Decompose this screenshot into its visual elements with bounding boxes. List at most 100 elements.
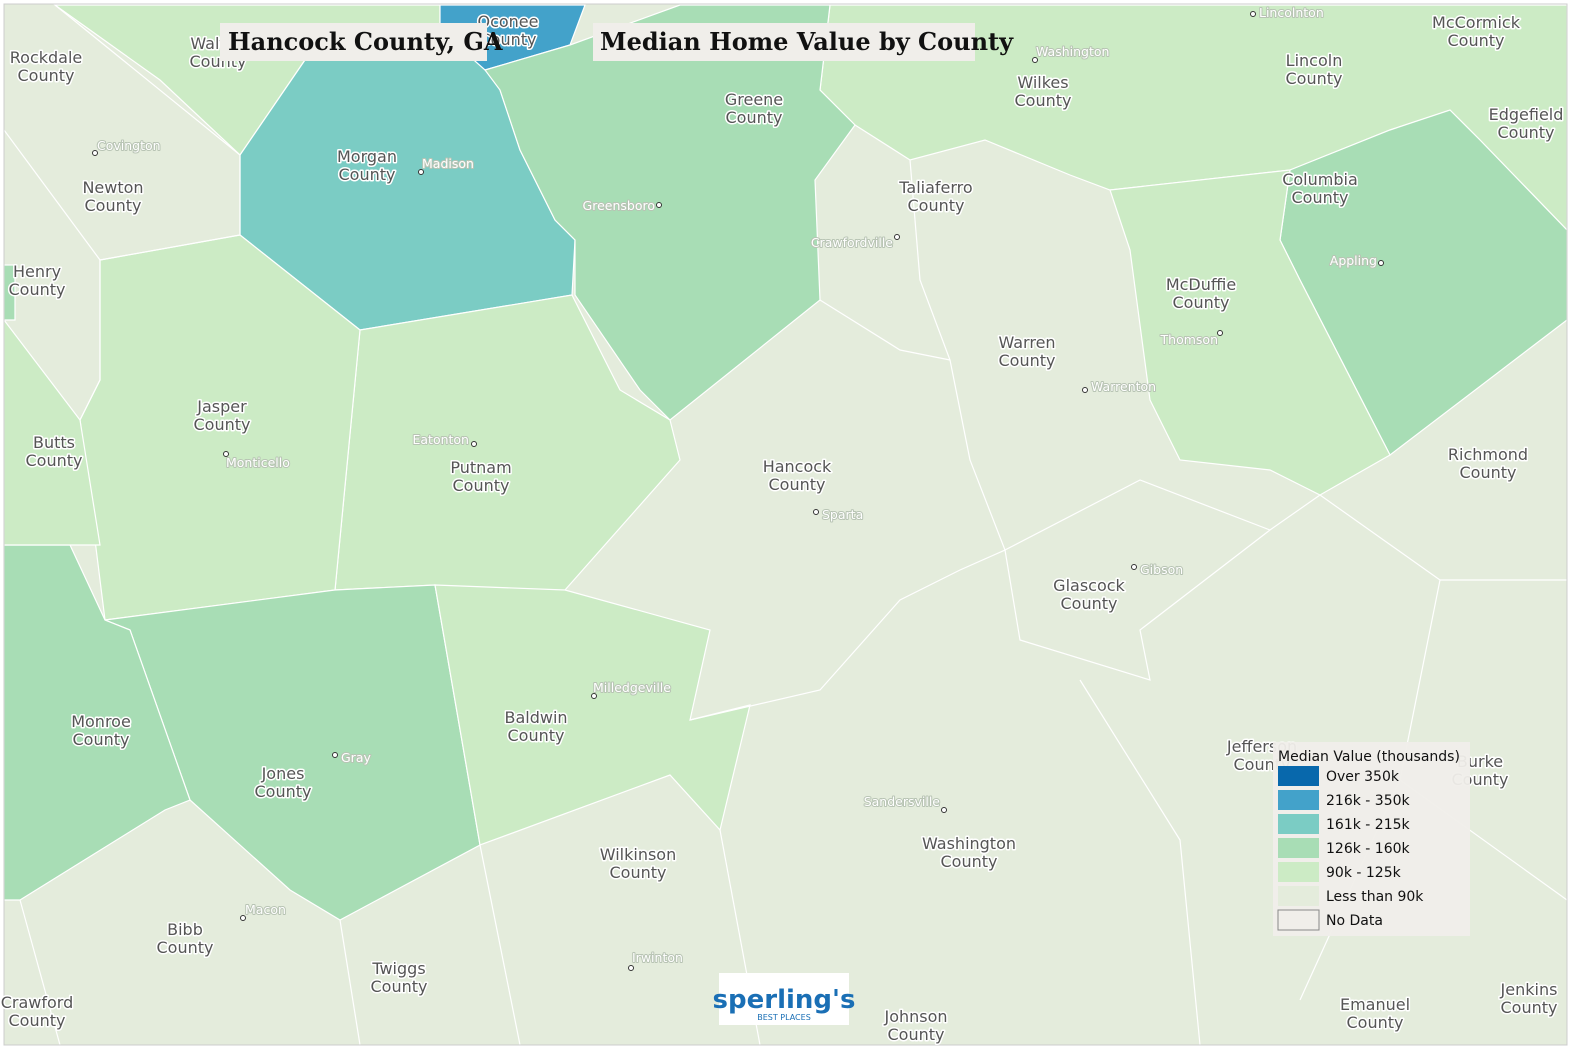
map-subtitle: Median Home Value by County	[600, 27, 1014, 56]
city-label: Madison	[422, 156, 474, 171]
county-label: Columbia County	[1282, 170, 1358, 207]
county-label: McCormick County	[1432, 13, 1521, 50]
city-label: Macon	[245, 902, 286, 917]
city-label: Monticello	[226, 455, 290, 470]
county-label: Monroe County	[71, 712, 131, 749]
city-dot	[628, 965, 634, 971]
city-dot	[656, 202, 662, 208]
baldwin-shape	[434, 584, 751, 846]
city-label: Warrenton	[1091, 379, 1156, 394]
city-dot	[894, 234, 900, 240]
legend-label: Over 350k	[1326, 769, 1400, 785]
city-label: Washington	[1036, 44, 1109, 59]
county-label: Twiggs County	[371, 959, 428, 996]
legend-label: No Data	[1326, 913, 1383, 929]
city-label: Sandersville	[864, 794, 941, 809]
city-label: Gibson	[1140, 562, 1183, 577]
county-label: Wilkes County	[1015, 73, 1072, 110]
greene-shape	[484, 4, 856, 421]
county-label: Glascock County	[1053, 576, 1125, 613]
city-dot	[813, 509, 819, 515]
legend-swatch	[1278, 766, 1319, 786]
county-shapes	[4, 4, 1567, 1045]
city-label: Greensboro	[583, 198, 655, 213]
logo-box	[719, 973, 849, 1025]
city-dot	[1032, 57, 1038, 63]
logo-name: sperling's	[713, 985, 856, 1015]
legend-title: Median Value (thousands)	[1278, 749, 1460, 765]
county-label: Taliaferro County	[898, 178, 972, 215]
city-dot	[1250, 11, 1256, 17]
legend-label: 126k - 160k	[1326, 841, 1411, 857]
county-borders	[4, 4, 1567, 1045]
county-label: Henry County	[9, 262, 66, 299]
city-label: Eatonton	[412, 432, 469, 447]
county-label: Wilkinson County	[600, 845, 676, 882]
henry-shape	[4, 264, 16, 321]
city-label: Milledgeville	[593, 680, 671, 695]
county-label: Jenkins County	[1500, 980, 1558, 1017]
city-label: Crawfordville	[811, 235, 893, 250]
county-label: Bibb County	[157, 920, 214, 957]
county-label: Emanuel County	[1340, 995, 1410, 1032]
county-label: Hancock County	[763, 457, 832, 494]
county-label: Washington County	[922, 834, 1016, 871]
city-dot	[1378, 260, 1384, 266]
county-label: Morgan County	[337, 147, 397, 184]
county-label: Jasper County	[194, 397, 251, 434]
county-label: Baldwin County	[504, 708, 567, 745]
legend-swatch	[1278, 862, 1319, 882]
city-dot	[92, 150, 98, 156]
city-dot	[240, 915, 246, 921]
legend-label: 90k - 125k	[1326, 865, 1402, 881]
city-dot	[332, 752, 338, 758]
county-label: Crawford County	[1, 993, 74, 1030]
city-dot	[941, 807, 947, 813]
city-dot	[223, 451, 229, 457]
county-label: Butts County	[26, 433, 83, 470]
legend: Median Value (thousands) Over 350k 216k -…	[1273, 742, 1470, 936]
city-label: Covington	[97, 138, 161, 153]
city-label: Irwinton	[632, 950, 683, 965]
legend-swatch	[1278, 886, 1319, 906]
subtitle-box	[593, 23, 975, 61]
city-label: Sparta	[822, 507, 863, 522]
logo-tagline: BEST PLACES	[757, 1013, 811, 1022]
county-label: Lincoln County	[1286, 51, 1343, 88]
county-label: McDuffie County	[1166, 275, 1236, 312]
map-frame	[3, 3, 1568, 1046]
city-dot	[1131, 564, 1137, 570]
county-label: Oconee County	[477, 12, 538, 49]
city-dot	[1082, 387, 1088, 393]
city-label: Thomson	[1160, 332, 1218, 347]
legend-label: Less than 90k	[1326, 889, 1424, 905]
city-label: Lincolnton	[1259, 5, 1324, 20]
city-dot	[591, 693, 597, 699]
city-label: Gray	[341, 750, 371, 765]
legend-swatch	[1278, 814, 1319, 834]
county-label: Johnson County	[883, 1007, 947, 1044]
county-label: Newton County	[82, 178, 143, 215]
county-label: Warren County	[998, 333, 1055, 370]
legend-label: 216k - 350k	[1326, 793, 1411, 809]
city-label: Appling	[1330, 253, 1377, 268]
county-label: Richmond County	[1448, 445, 1528, 482]
city-dot	[418, 169, 424, 175]
legend-swatch	[1278, 838, 1319, 858]
county-label: Edgefield County	[1489, 105, 1564, 142]
legend-swatch	[1278, 790, 1319, 810]
map-title: Hancock County, GA	[228, 27, 503, 56]
legend-label: 161k - 215k	[1326, 817, 1411, 833]
county-label: Greene County	[725, 90, 783, 127]
county-label: Rockdale County	[10, 48, 83, 85]
city-dot	[1217, 330, 1223, 336]
county-label: Putnam County	[450, 458, 511, 495]
county-label: Jones County	[255, 764, 312, 801]
butts-shape	[4, 319, 101, 546]
title-box	[220, 23, 487, 61]
legend-swatch	[1277, 909, 1320, 931]
city-dot	[471, 441, 477, 447]
monroe-shape	[4, 544, 191, 901]
